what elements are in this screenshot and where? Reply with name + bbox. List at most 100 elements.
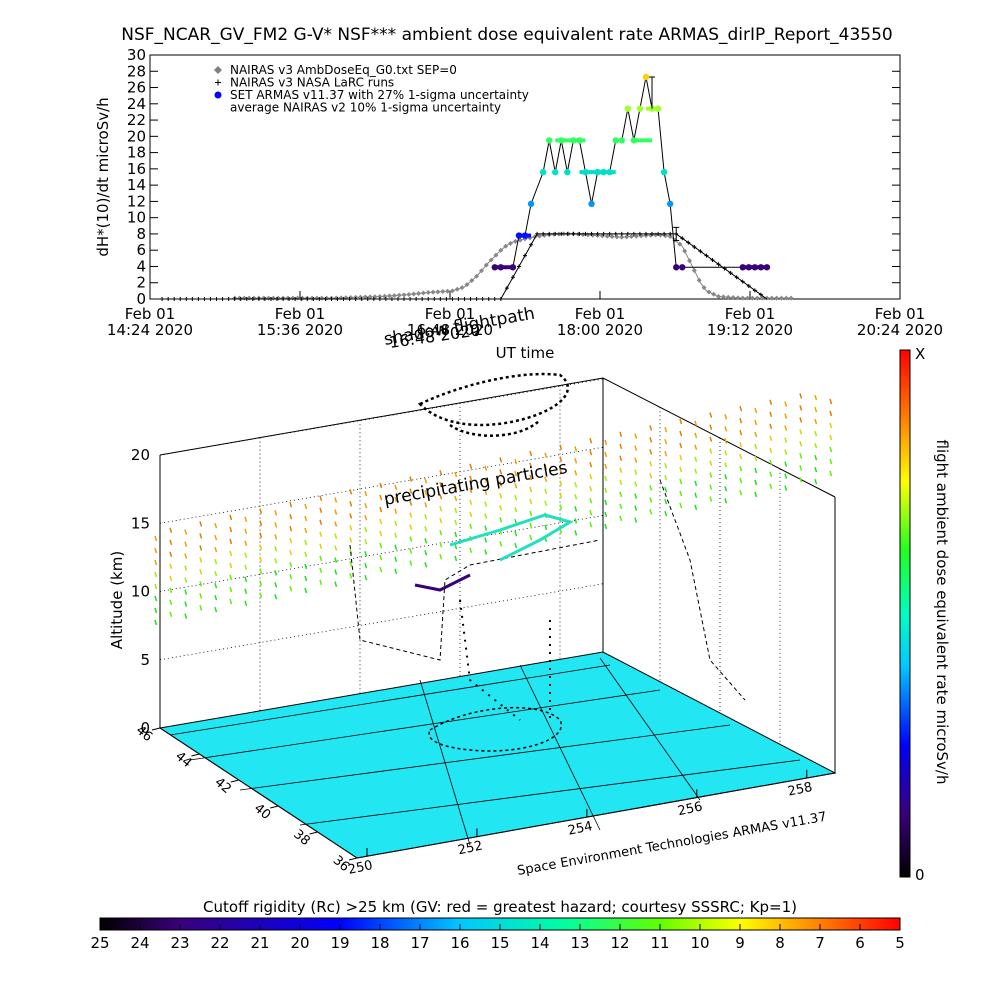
plot-frame bbox=[149, 54, 901, 300]
dose-dash bbox=[274, 522, 278, 528]
nairas-diamond bbox=[270, 295, 276, 301]
dose-dash bbox=[169, 551, 173, 558]
nairas-diamond bbox=[411, 291, 417, 297]
nairas-diamond bbox=[769, 295, 775, 301]
dose-dash bbox=[724, 486, 728, 492]
lon-tick-label: 252 bbox=[457, 839, 484, 859]
nairas-diamond bbox=[285, 295, 291, 301]
dose-dash bbox=[169, 527, 173, 534]
dose-dash bbox=[784, 437, 788, 443]
dose-dash bbox=[574, 482, 578, 488]
x-tick-label-time: 16:48 2020 bbox=[407, 321, 493, 339]
dose-dash bbox=[304, 503, 308, 510]
larc-plus bbox=[305, 297, 310, 301]
dose-dash bbox=[214, 558, 218, 565]
dose-dash bbox=[439, 541, 443, 548]
dose-dash bbox=[784, 449, 788, 455]
dose-dash bbox=[694, 492, 698, 499]
armas-point bbox=[612, 137, 619, 144]
dose-dash bbox=[529, 450, 533, 457]
nairas-diamond bbox=[580, 232, 586, 238]
dose-dash bbox=[379, 482, 383, 489]
dose-dash bbox=[484, 537, 488, 543]
nairas-diamond bbox=[653, 232, 659, 238]
dose-dash bbox=[499, 517, 503, 523]
lat-tick-label: 46 bbox=[133, 723, 155, 745]
dose-dash bbox=[514, 506, 518, 513]
flight-path-3d bbox=[349, 372, 746, 752]
dose-dash bbox=[604, 475, 608, 482]
y-tick-label: 30 bbox=[127, 46, 146, 64]
nairas-diamond bbox=[493, 252, 499, 258]
nairas-diamond bbox=[604, 233, 610, 239]
altitude-tick-label: 15 bbox=[131, 514, 150, 532]
dose-dash bbox=[259, 544, 263, 550]
larc-plus bbox=[414, 297, 419, 301]
larc-errorbar bbox=[673, 226, 680, 241]
armas-point bbox=[666, 200, 674, 208]
dose-dash bbox=[814, 394, 818, 401]
dose-dash bbox=[409, 548, 413, 554]
dose-dash bbox=[349, 573, 353, 579]
armas-point bbox=[624, 105, 632, 112]
rc-tick-label: 15 bbox=[490, 934, 509, 952]
dose-dash bbox=[334, 509, 338, 515]
flight-vertical-profile bbox=[459, 599, 551, 721]
larc-plus bbox=[607, 231, 612, 236]
x-tick-label-time: 14:24 2020 bbox=[107, 321, 193, 339]
dose-dash bbox=[289, 573, 293, 580]
larc-plus bbox=[510, 275, 515, 280]
dose-dash bbox=[229, 538, 233, 545]
rc-tick-label: 17 bbox=[410, 934, 429, 952]
dose-dash bbox=[454, 507, 458, 514]
dose-dash bbox=[244, 528, 248, 535]
dose-dash bbox=[244, 588, 248, 595]
dose-dash bbox=[784, 401, 788, 407]
nairas-diamond bbox=[687, 258, 693, 264]
larc-plus bbox=[383, 297, 388, 301]
legend-marker bbox=[214, 66, 222, 74]
dose-colorbar-top-label: X bbox=[915, 345, 925, 363]
lat-tick-mark bbox=[348, 857, 358, 861]
dose-dash bbox=[679, 430, 683, 437]
dose-dash bbox=[664, 462, 668, 469]
dose-dash bbox=[199, 545, 203, 551]
dose-dash bbox=[499, 541, 503, 547]
nairas-diamond bbox=[338, 295, 344, 301]
dose-dash bbox=[739, 429, 743, 436]
dose-dash bbox=[184, 541, 188, 547]
dose-dash bbox=[694, 480, 698, 487]
dose-dash bbox=[574, 506, 578, 512]
dose-dash bbox=[589, 521, 593, 528]
larc-plus bbox=[226, 297, 231, 301]
dose-dash bbox=[364, 514, 368, 521]
larc-plus bbox=[480, 297, 485, 301]
dose-dash bbox=[469, 487, 473, 494]
dose-dash bbox=[544, 476, 548, 483]
dose-dash bbox=[469, 547, 473, 554]
larc-plus bbox=[716, 262, 721, 267]
dose-dash bbox=[664, 438, 668, 445]
lon-tick-label: 250 bbox=[347, 858, 374, 878]
nairas-diamond bbox=[788, 295, 794, 301]
rc-tick-label: 22 bbox=[210, 934, 229, 952]
dose-dash bbox=[259, 568, 263, 574]
larc-plus bbox=[402, 297, 407, 301]
nairas-diamond bbox=[309, 295, 315, 301]
dose-dash bbox=[784, 413, 788, 419]
armas-point bbox=[642, 73, 650, 81]
dose-dash bbox=[289, 537, 293, 544]
legend-label: average NAIRAS v2 10% 1-sigma uncertaint… bbox=[230, 101, 501, 115]
dose-dash bbox=[649, 437, 653, 443]
dose-dash bbox=[709, 412, 713, 418]
legend-label: NAIRAS v3 NASA LaRC runs bbox=[230, 76, 394, 90]
dose-dash bbox=[529, 534, 533, 541]
dose-dash bbox=[664, 450, 668, 457]
dose-dash bbox=[694, 420, 698, 427]
dose-dash bbox=[289, 549, 293, 556]
nairas-diamond bbox=[725, 294, 731, 300]
dose-dash bbox=[169, 563, 173, 570]
larc-plus bbox=[250, 297, 255, 301]
